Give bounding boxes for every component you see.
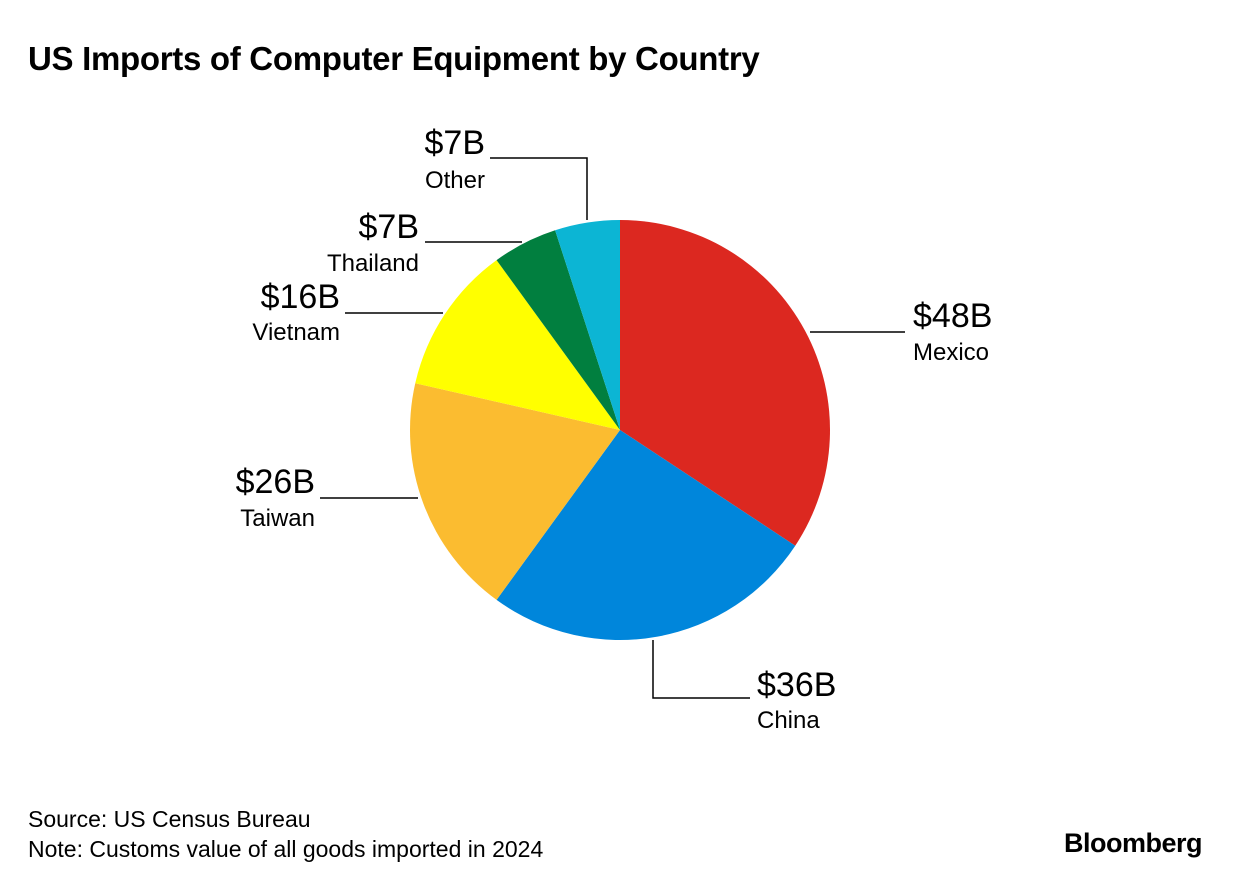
data-label-taiwan: $26B	[236, 463, 315, 501]
category-label-china: China	[757, 707, 820, 734]
data-label-vietnam: $16B	[261, 278, 340, 316]
bloomberg-logo: Bloomberg	[1063, 828, 1203, 858]
category-label-mexico: Mexico	[913, 339, 989, 366]
footnote: Note: Customs value of all goods importe…	[28, 836, 544, 862]
leader-line-china	[652, 640, 750, 699]
category-label-thailand: Thailand	[327, 250, 419, 277]
category-label-taiwan: Taiwan	[240, 505, 315, 532]
data-label-china: $36B	[757, 666, 836, 704]
pie-slice-other	[555, 220, 620, 430]
data-label-other: $7B	[425, 124, 486, 162]
pie-slice-thailand	[496, 230, 620, 430]
leader-line-other	[490, 157, 588, 220]
pie-slice-taiwan	[410, 383, 620, 600]
data-label-mexico: $48B	[913, 297, 992, 335]
data-label-thailand: $7B	[359, 208, 420, 246]
chart-title: US Imports of Computer Equipment by Coun…	[28, 40, 760, 77]
category-label-vietnam: Vietnam	[252, 319, 340, 346]
pie-slice-vietnam	[415, 260, 620, 430]
pie-slice-mexico	[620, 220, 830, 546]
category-label-other: Other	[425, 167, 485, 194]
pie-slice-china	[496, 430, 796, 640]
source-note: Source: US Census Bureau	[28, 806, 311, 832]
